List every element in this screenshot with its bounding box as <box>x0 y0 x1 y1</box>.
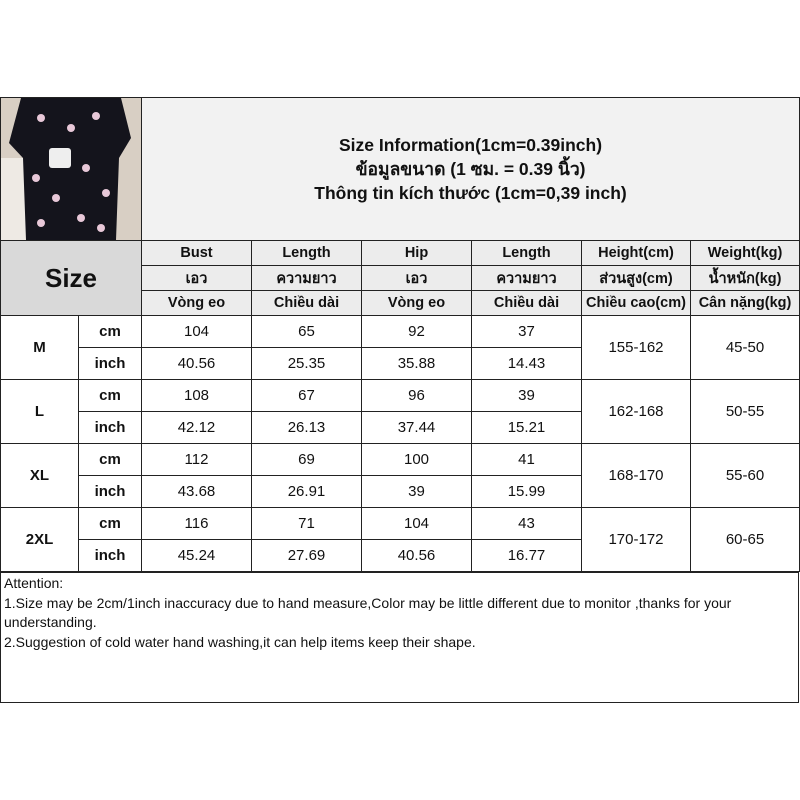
weight-range: 60-65 <box>689 507 800 572</box>
size-label: 2XL <box>0 507 79 572</box>
column-header: Chiều dài <box>251 290 362 316</box>
column-header: Height(cm) <box>581 240 691 266</box>
unit-label: inch <box>78 411 142 444</box>
unit-label: cm <box>78 315 142 348</box>
column-header: Bust <box>141 240 252 266</box>
size-label: M <box>0 315 79 380</box>
measurement-cell: 15.99 <box>471 475 582 508</box>
measurement-cell: 96 <box>361 379 472 412</box>
measurement-cell: 37 <box>471 315 582 348</box>
table-row: XL cm 112 69 100 41 168-170 55-60 <box>0 443 800 508</box>
measurement-cell: 67 <box>251 379 362 412</box>
column-header: เอว <box>361 265 472 291</box>
measurement-cell: 92 <box>361 315 472 348</box>
unit-label: inch <box>78 347 142 380</box>
column-header: ความยาว <box>471 265 582 291</box>
measurement-cell: 37.44 <box>361 411 472 444</box>
measurement-cell: 40.56 <box>141 347 252 380</box>
measurement-cell: 43.68 <box>141 475 252 508</box>
column-header: Vòng eo <box>141 290 252 316</box>
measurement-cell: 27.69 <box>251 539 362 572</box>
size-info-title: Size Information(1cm=0.39inch) ข้อมูลขนา… <box>140 97 800 241</box>
unit-label: cm <box>78 379 142 412</box>
column-header: Chiều cao(cm) <box>581 290 691 316</box>
attention-note-2: 2.Suggestion of cold water hand washing,… <box>4 633 476 650</box>
measurement-cell: 39 <box>471 379 582 412</box>
column-header: Chiều dài <box>471 290 582 316</box>
measurement-cell: 40.56 <box>361 539 472 572</box>
attention-notes: Attention: 1.Size may be 2cm/1inch inacc… <box>0 572 799 703</box>
column-header: เอว <box>141 265 252 291</box>
column-header: Vòng eo <box>361 290 472 316</box>
measurement-cell: 45.24 <box>141 539 252 572</box>
measurement-cell: 43 <box>471 507 582 540</box>
height-range: 168-170 <box>581 443 691 508</box>
measurement-cell: 112 <box>141 443 252 476</box>
unit-label: inch <box>78 475 142 508</box>
measurement-cell: 26.13 <box>251 411 362 444</box>
measurement-cell: 41 <box>471 443 582 476</box>
measurement-cell: 39 <box>361 475 472 508</box>
measurement-cell: 26.91 <box>251 475 362 508</box>
height-range: 170-172 <box>581 507 691 572</box>
measurement-cell: 104 <box>361 507 472 540</box>
weight-range: 45-50 <box>689 315 800 380</box>
column-header: น้ำหนัก(kg) <box>689 265 800 291</box>
measurement-cell: 104 <box>141 315 252 348</box>
measurement-cell: 15.21 <box>471 411 582 444</box>
column-header: Hip <box>361 240 472 266</box>
size-chart-table: Size Information(1cm=0.39inch) ข้อมูลขนา… <box>0 97 800 572</box>
measurement-cell: 69 <box>251 443 362 476</box>
unit-label: cm <box>78 507 142 540</box>
title-english: Size Information(1cm=0.39inch) <box>339 135 603 155</box>
height-range: 162-168 <box>581 379 691 444</box>
table-row: inch 40.56 25.35 35.88 14.43 <box>1 347 800 380</box>
measurement-cell: 35.88 <box>361 347 472 380</box>
table-row: inch 45.24 27.69 40.56 16.77 <box>1 539 800 572</box>
column-header: Cân nặng(kg) <box>689 290 800 316</box>
measurement-cell: 42.12 <box>141 411 252 444</box>
column-header: Weight(kg) <box>689 240 800 266</box>
measurement-cell: 25.35 <box>251 347 362 380</box>
measurement-cell: 65 <box>251 315 362 348</box>
column-header: Length <box>471 240 582 266</box>
title-thai: ข้อมูลขนาด (1 ซม. = 0.39 นิ้ว) <box>355 159 586 179</box>
column-header: ความยาว <box>251 265 362 291</box>
measurement-cell: 116 <box>141 507 252 540</box>
height-range: 155-162 <box>581 315 691 380</box>
size-label: XL <box>0 443 79 508</box>
size-label: L <box>0 379 79 444</box>
weight-range: 55-60 <box>689 443 800 508</box>
table-row: 2XL cm 116 71 104 43 170-172 60-65 <box>0 507 800 572</box>
measurement-cell: 16.77 <box>471 539 582 572</box>
measurement-cell: 14.43 <box>471 347 582 380</box>
table-row: inch 43.68 26.91 39 15.99 <box>1 475 800 508</box>
size-header: Size <box>0 240 142 316</box>
measurement-cell: 71 <box>251 507 362 540</box>
measurement-cell: 108 <box>141 379 252 412</box>
column-header: Length <box>251 240 362 266</box>
attention-heading: Attention: <box>4 575 64 591</box>
column-header: ส่วนสูง(cm) <box>581 265 691 291</box>
measurement-cell: 100 <box>361 443 472 476</box>
unit-label: inch <box>78 539 142 572</box>
weight-range: 50-55 <box>689 379 800 444</box>
title-vietnamese: Thông tin kích thước (1cm=0,39 inch) <box>314 183 627 203</box>
table-row: inch 42.12 26.13 37.44 15.21 <box>1 411 800 444</box>
product-photo <box>0 97 142 241</box>
attention-note-1: 1.Size may be 2cm/1inch inaccuracy due t… <box>4 594 732 631</box>
unit-label: cm <box>78 443 142 476</box>
